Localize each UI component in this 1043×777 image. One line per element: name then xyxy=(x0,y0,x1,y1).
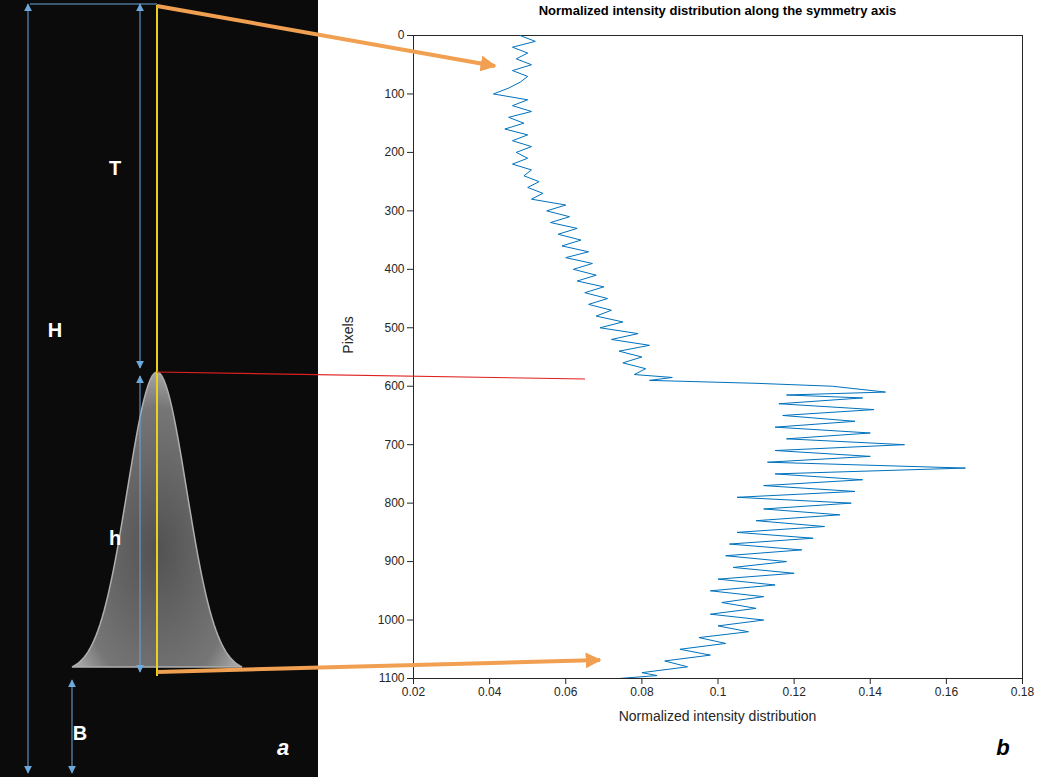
svg-text:1000: 1000 xyxy=(378,613,405,627)
svg-text:700: 700 xyxy=(384,438,404,452)
svg-text:0: 0 xyxy=(398,28,405,42)
svg-text:1100: 1100 xyxy=(379,671,405,685)
svg-text:500: 500 xyxy=(384,321,404,335)
svg-text:0.12: 0.12 xyxy=(782,685,806,699)
svg-text:0.06: 0.06 xyxy=(554,685,578,699)
html-text:Normalized intensity distribut: Normalized intensity distribution along … xyxy=(538,3,897,18)
svg-text:0.18: 0.18 xyxy=(1011,685,1035,699)
svg-text:a: a xyxy=(277,735,289,760)
svg-text:800: 800 xyxy=(384,496,404,510)
svg-text:h: h xyxy=(109,527,121,549)
svg-text:900: 900 xyxy=(384,554,404,568)
html-text:Normalized intensity distribut: Normalized intensity distribution xyxy=(618,708,817,724)
svg-text:0.14: 0.14 xyxy=(859,685,883,699)
svg-text:200: 200 xyxy=(384,145,404,159)
svg-text:600: 600 xyxy=(384,379,404,393)
html-text:Pixels: Pixels xyxy=(340,316,356,354)
svg-text:300: 300 xyxy=(384,204,404,218)
svg-text:100: 100 xyxy=(384,87,404,101)
svg-text:T: T xyxy=(109,157,121,179)
svg-text:H: H xyxy=(48,319,62,341)
svg-text:b: b xyxy=(996,735,1009,760)
svg-text:0.04: 0.04 xyxy=(478,685,502,699)
svg-text:B: B xyxy=(73,722,87,744)
svg-text:0.16: 0.16 xyxy=(935,685,959,699)
svg-text:400: 400 xyxy=(384,262,404,276)
svg-text:0.02: 0.02 xyxy=(402,685,426,699)
svg-text:0.08: 0.08 xyxy=(630,685,654,699)
svg-text:0.1: 0.1 xyxy=(710,685,727,699)
